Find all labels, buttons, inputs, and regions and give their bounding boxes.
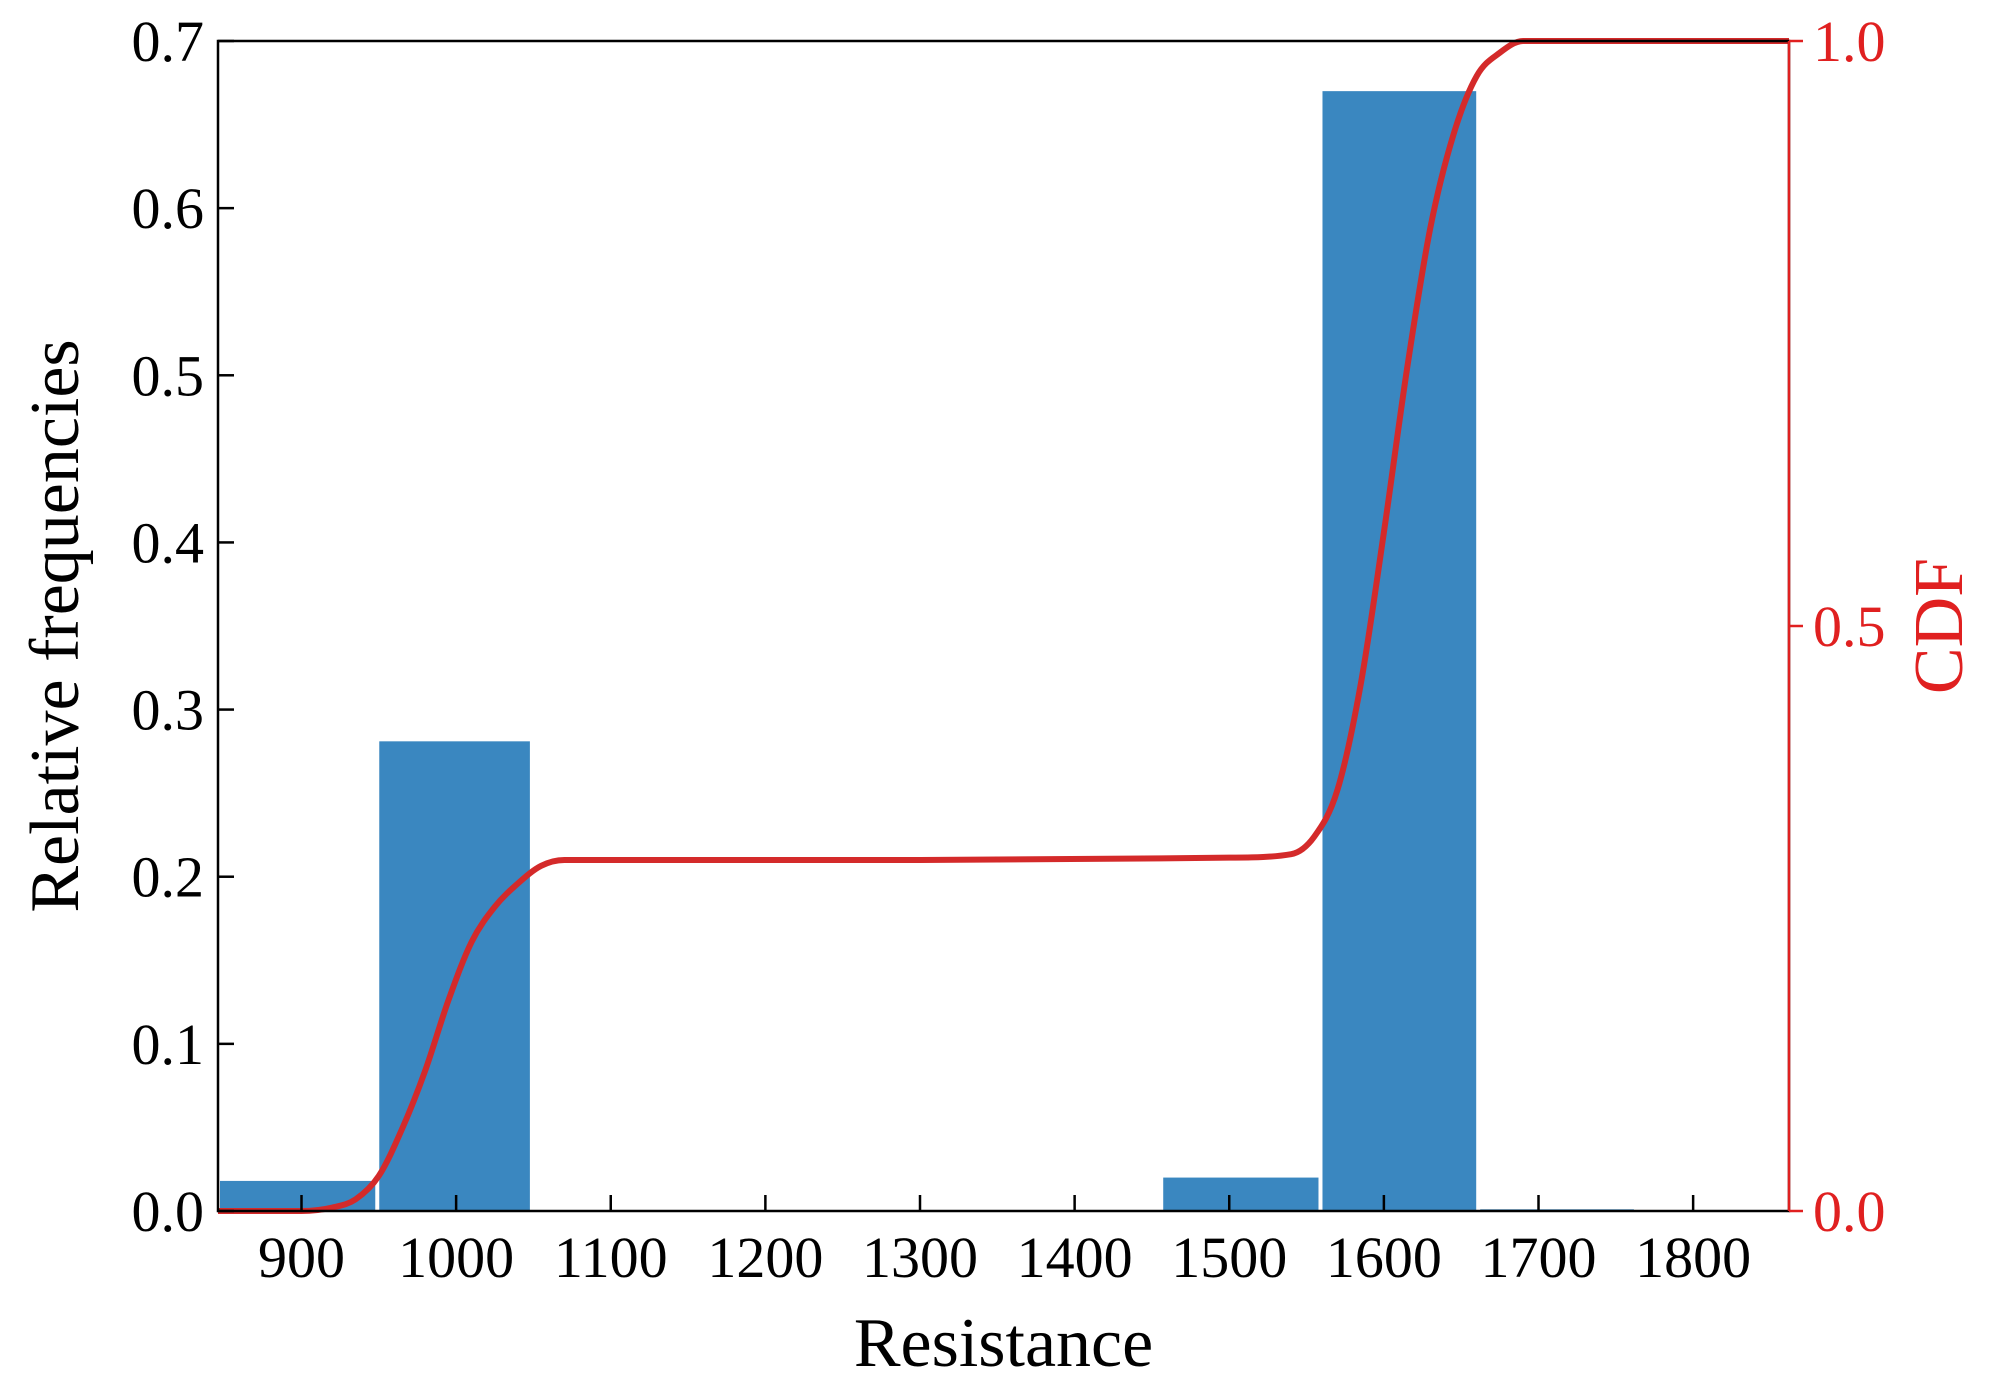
cdf-axis-ticks: 0.0 0.5 1.0 [1789, 9, 1886, 1244]
y-tick-label: 0.6 [132, 176, 205, 241]
y-axis-title: Relative frequencies [17, 339, 94, 912]
y-tick-label: 0.1 [132, 1012, 205, 1077]
x-axis-ticks: 900 1000 1100 1200 1300 1400 1500 1600 1700 1800 [258, 1195, 1751, 1290]
x-tick-label: 1000 [398, 1225, 514, 1290]
cdf-tick-label: 1.0 [1813, 9, 1886, 74]
x-tick-label: 1800 [1635, 1225, 1751, 1290]
x-tick-label: 1200 [707, 1225, 823, 1290]
y-tick-label: 0.2 [132, 845, 205, 910]
x-tick-label: 1600 [1326, 1225, 1442, 1290]
x-tick-label: 1400 [1017, 1225, 1133, 1290]
y-tick-label: 0.3 [132, 678, 205, 743]
histogram-bar [1163, 1177, 1319, 1211]
cdf-curve [218, 38, 1789, 1215]
y-tick-label: 0.7 [132, 9, 205, 74]
x-tick-label: 900 [258, 1225, 345, 1290]
x-tick-label: 1700 [1481, 1225, 1597, 1290]
cdf-tick-label: 0.5 [1813, 594, 1886, 659]
y-tick-label: 0.4 [132, 510, 205, 575]
y-tick-label: 0.5 [132, 343, 205, 408]
y-tick-label: 0.0 [132, 1179, 205, 1244]
x-tick-label: 1100 [554, 1225, 668, 1290]
y-axis-ticks: 0.0 0.1 0.2 0.3 0.4 0.5 0.6 0.7 [132, 9, 234, 1244]
histogram-bar [1322, 91, 1477, 1212]
histogram-bar [220, 1180, 376, 1211]
x-axis-title: Resistance [854, 1305, 1153, 1382]
cdf-axis-title: CDF [1901, 558, 1978, 694]
cdf-tick-label: 0.0 [1813, 1179, 1886, 1244]
x-tick-label: 1300 [862, 1225, 978, 1290]
x-tick-label: 1500 [1171, 1225, 1287, 1290]
